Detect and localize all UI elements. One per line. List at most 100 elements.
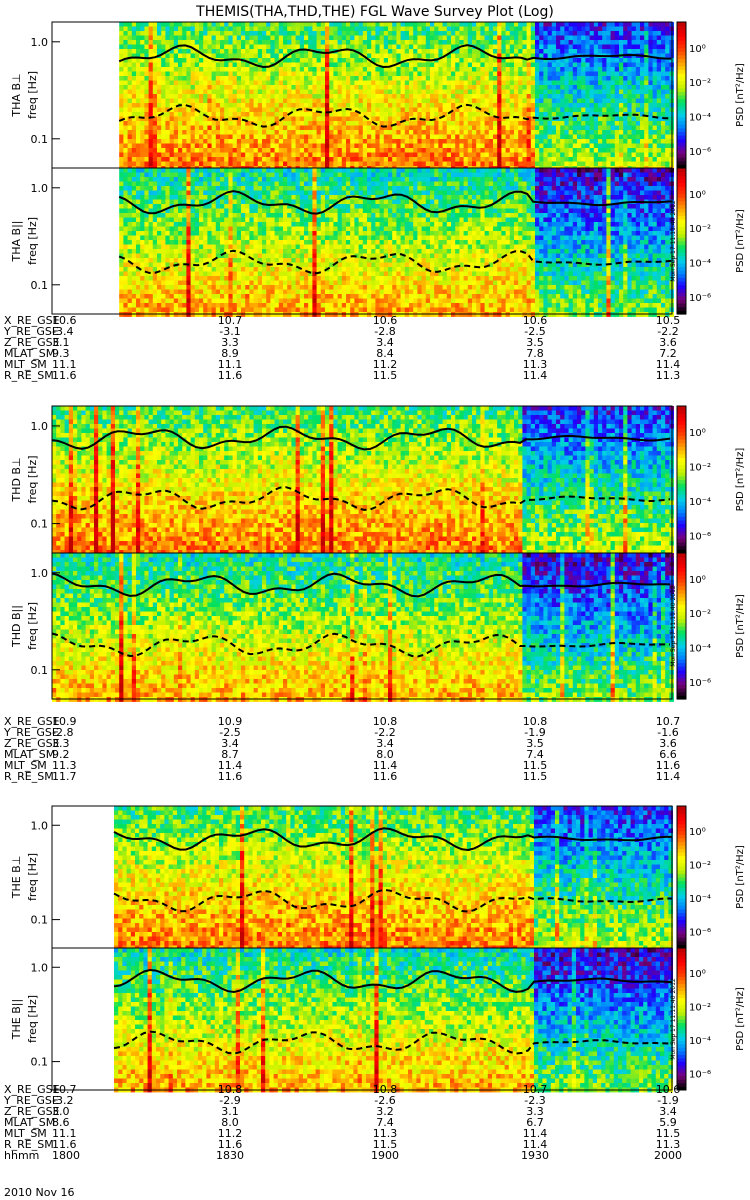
spectrogram-cell [602,103,607,108]
spectrogram-cell [539,71,544,77]
spectrogram-cell [131,40,137,45]
spectrogram-cell [455,35,460,41]
spectrogram-cell [661,98,666,104]
spectrogram-cell [131,85,137,90]
spectrogram-cell [295,148,301,153]
spectrogram-cell [190,244,196,250]
spectrogram-cell [556,49,561,54]
spectrogram-cell [564,139,569,144]
spectrogram-cell [610,121,616,126]
spectrogram-cell [291,62,296,68]
spectrogram-cell [568,143,574,149]
spectrogram-cell [245,157,250,162]
spectrogram-cell [178,217,183,223]
spectrogram-cell [522,98,527,104]
spectrogram-cell [127,271,133,277]
spectrogram-cell [320,80,326,86]
spectrogram-cell [236,94,242,99]
spectrogram-cell [648,148,653,153]
spectrogram-cell [182,253,187,259]
colorbar-segment [677,127,686,132]
spectrogram-cell [417,134,422,140]
spectrogram-cell [619,94,624,99]
spectrogram-cell [304,80,309,86]
spectrogram-cell [623,103,628,108]
spectrogram-cell [459,112,464,117]
spectrogram-cell [417,44,422,50]
spectrogram-cell [178,35,183,41]
spectrogram-cell [165,289,170,295]
spectrogram-cell [140,181,145,187]
spectrogram-cell [421,94,427,99]
spectrogram-cell [249,148,254,153]
spectrogram-cell [551,139,557,144]
spectrogram-cell [215,112,221,117]
spectrogram-cell [136,103,141,108]
spectrogram-cell [157,85,162,90]
spectrogram-cell [568,22,574,27]
spectrogram-cell [644,35,649,41]
spectrogram-cell [514,40,519,45]
spectrogram-cell [383,130,389,135]
spectrogram-cell [144,235,149,241]
spectrogram-cell [367,44,372,50]
spectrogram-cell [367,152,372,158]
spectrogram-cell [131,199,137,205]
spectrogram-cell [392,22,397,27]
spectrogram-cell [346,40,351,45]
spectrogram-cell [207,143,212,149]
spectrogram-cell [614,40,620,45]
spectrogram-cell [178,276,183,281]
spectrogram-cell [430,98,435,104]
spectrogram-cell [564,157,569,162]
spectrogram-cell [127,244,133,250]
spectrogram-cell [341,22,347,27]
spectrogram-cell [396,161,401,167]
spectrogram-cell [665,157,670,162]
spectrogram-cell [312,85,317,90]
spectrogram-cell [157,177,162,182]
spectrogram-cell [203,130,208,135]
spectrogram-cell [640,112,645,117]
spectrogram-cell [396,139,401,144]
spectrogram-cell [224,44,229,50]
spectrogram-cell [178,71,183,77]
spectrogram-cell [354,31,359,36]
spectrogram-cell [228,161,233,167]
spectrogram-cell [144,89,149,95]
spectrogram-cell [257,40,263,45]
spectrogram-cell [274,89,280,95]
spectrogram-cell [144,285,149,290]
spectrogram-cell [472,58,477,63]
spectrogram-cell [337,148,343,153]
spectrogram-cell [564,130,569,135]
spectrogram-cell [568,157,574,162]
spectrogram-cell [413,130,418,135]
spectrogram-cell [136,271,141,277]
spectrogram-cell [631,67,637,72]
spectrogram-cell [199,152,204,158]
spectrogram-cell [619,76,624,81]
spectrogram-cell [295,161,301,167]
spectrogram-cell [354,139,359,144]
spectrogram-cell [417,40,422,45]
spectrogram-cell [308,112,313,117]
spectrogram-cell [161,85,166,90]
spectrogram-cell [161,58,166,63]
spectrogram-cell [152,161,158,167]
spectrogram-cell [173,168,179,173]
spectrogram-cell [539,161,544,167]
spectrogram-cell [262,71,267,77]
spectrogram-cell [379,58,385,63]
spectrogram-cell [295,130,301,135]
spectrogram-cell [556,80,561,86]
spectrogram-cell [211,26,217,32]
spectrogram-cell [123,271,128,277]
spectrogram-cell [224,80,229,86]
spectrogram-cell [165,116,170,122]
spectrogram-cell [211,139,217,144]
spectrogram-cell [446,103,452,108]
spectrogram-cell [467,71,473,77]
spectrogram-cell [467,130,473,135]
spectrogram-cell [270,26,275,32]
